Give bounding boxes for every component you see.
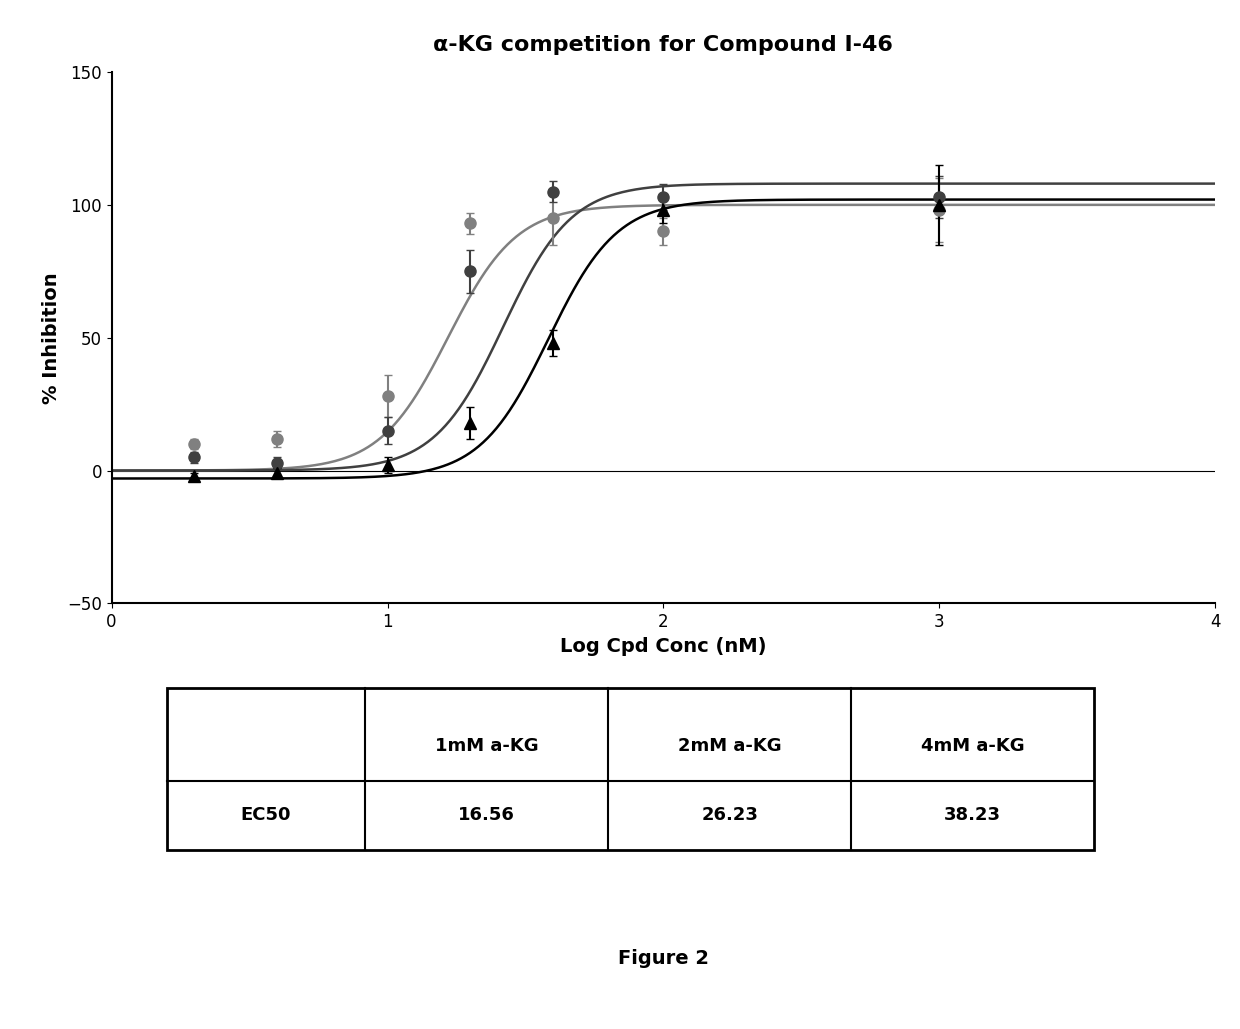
- Title: α-KG competition for Compound I-46: α-KG competition for Compound I-46: [434, 35, 893, 56]
- X-axis label: Log Cpd Conc (nM): Log Cpd Conc (nM): [560, 637, 766, 655]
- Text: 38.23: 38.23: [944, 807, 1001, 824]
- Text: 16.56: 16.56: [459, 807, 516, 824]
- Text: EC50: EC50: [241, 807, 291, 824]
- Text: 26.23: 26.23: [701, 807, 758, 824]
- Bar: [166, 688, 1094, 850]
- Text: 1mM a-KG: 1mM a-KG: [435, 737, 538, 754]
- Text: 4mM a-KG: 4mM a-KG: [920, 737, 1024, 754]
- Text: Figure 2: Figure 2: [618, 950, 709, 968]
- Text: 2mM a-KG: 2mM a-KG: [678, 737, 781, 754]
- Y-axis label: % Inhibition: % Inhibition: [42, 272, 62, 403]
